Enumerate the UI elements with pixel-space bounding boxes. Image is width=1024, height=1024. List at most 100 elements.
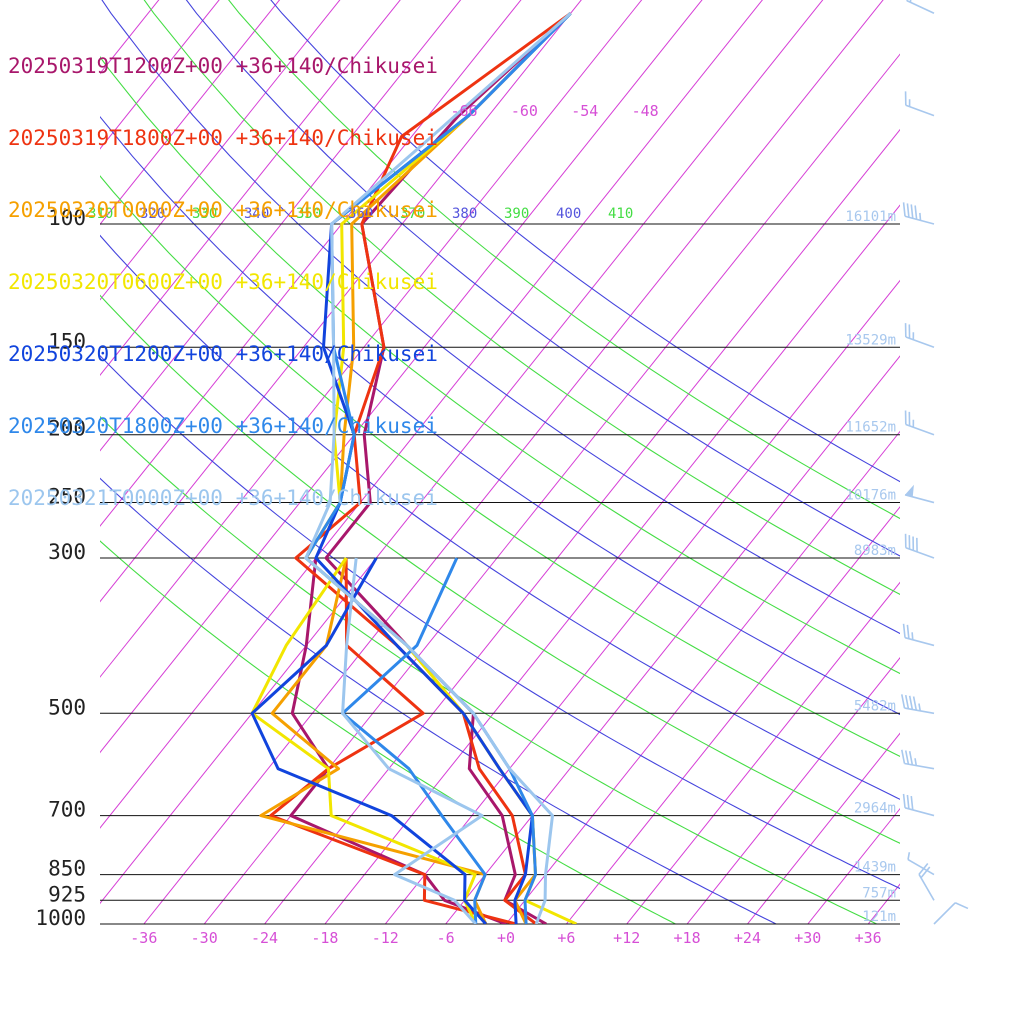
isotherm-line bbox=[929, 0, 1024, 924]
height-label: 5482m bbox=[854, 698, 896, 714]
dry-adiabat-line bbox=[100, 477, 778, 924]
height-label: 1439m bbox=[854, 860, 896, 876]
isotherm-line bbox=[626, 581, 900, 924]
isotherm-line bbox=[100, 0, 281, 226]
height-label: 16101m bbox=[845, 209, 896, 225]
wind-barb bbox=[918, 862, 935, 901]
wind-barb bbox=[933, 902, 969, 925]
height-label: 2964m bbox=[854, 801, 896, 817]
temperature-profile-1 bbox=[294, 12, 572, 924]
isotherm-line bbox=[686, 657, 900, 924]
dewpoint-profile-6 bbox=[341, 557, 484, 924]
temperature-tick-label: -18 bbox=[311, 929, 338, 947]
pressure-label: 700 bbox=[48, 798, 86, 822]
pressure-label: 500 bbox=[48, 695, 86, 719]
temperature-tick-label: +12 bbox=[613, 929, 640, 947]
wind-barb bbox=[904, 410, 935, 436]
pressure-label: 1000 bbox=[35, 906, 86, 930]
pressure-label: 250 bbox=[48, 485, 86, 509]
dry-adiabat-line bbox=[100, 175, 900, 757]
theta-label: 410 bbox=[608, 206, 633, 222]
legend-entry: 20250319T1200Z+00 +36+140/Chikusei bbox=[8, 54, 438, 78]
legend-entry: 20250320T1800Z+00 +36+140/Chikusei bbox=[8, 414, 438, 438]
pressure-label: 200 bbox=[48, 417, 86, 441]
wind-barb bbox=[907, 852, 935, 876]
isobars bbox=[100, 223, 900, 925]
upper-temperature-label: -66 bbox=[450, 102, 477, 120]
theta-label: 330 bbox=[192, 206, 217, 222]
wind-barb bbox=[901, 749, 935, 770]
dry-adiabat-line bbox=[100, 115, 900, 716]
theta-label: 310 bbox=[88, 206, 113, 222]
dry-adiabat-line bbox=[100, 354, 900, 890]
upper-temperature-label: -54 bbox=[571, 102, 598, 120]
upper-temperature-label: -60 bbox=[511, 102, 538, 120]
upper-temperature-label: -48 bbox=[632, 102, 659, 120]
wind-barb bbox=[906, 0, 935, 15]
theta-label: 400 bbox=[556, 206, 581, 222]
dry-adiabat-line bbox=[228, 0, 900, 520]
legend-entry: 20250321T0000Z+00 +36+140/Chikusei bbox=[8, 486, 438, 510]
temperature-tick-label: +24 bbox=[734, 929, 761, 947]
dewpoint-profile-3 bbox=[250, 557, 478, 924]
isotherm-line bbox=[807, 807, 900, 924]
dry-adiabat-line bbox=[100, 234, 900, 800]
height-label: 121m bbox=[862, 909, 896, 925]
legend-entry: 20250320T0000Z+00 +36+140/Chikusei bbox=[8, 198, 438, 222]
height-label: 757m bbox=[862, 885, 896, 901]
theta-label: 380 bbox=[452, 206, 477, 222]
temperature-tick-label: -6 bbox=[437, 929, 455, 947]
dry-adiabat-line bbox=[143, 0, 900, 595]
dewpoint-profile-0 bbox=[289, 557, 507, 924]
legend-entry: 20250320T1200Z+00 +36+140/Chikusei bbox=[8, 342, 438, 366]
temperature-tick-label: -30 bbox=[191, 929, 218, 947]
wind-barb bbox=[904, 533, 935, 559]
temperature-tick-label: +6 bbox=[557, 929, 575, 947]
height-label: 11652m bbox=[845, 420, 896, 436]
isotherm-line bbox=[747, 732, 900, 924]
legend-entry: 20250320T0600Z+00 +36+140/Chikusei bbox=[8, 270, 438, 294]
dry-adiabat-line bbox=[101, 0, 900, 635]
dry-adiabat-line bbox=[100, 540, 677, 924]
wind-barb bbox=[902, 623, 935, 647]
temperature-tick-label: -12 bbox=[372, 929, 399, 947]
dry-adiabat-line bbox=[270, 0, 900, 483]
temperature-tick-label: +18 bbox=[674, 929, 701, 947]
theta-label: 340 bbox=[244, 206, 269, 222]
temperature-tick-label: -36 bbox=[130, 929, 157, 947]
pressure-label: 925 bbox=[48, 882, 86, 906]
isotherm-line bbox=[100, 0, 220, 150]
wind-barb bbox=[904, 91, 935, 117]
isotherm-line bbox=[100, 0, 401, 377]
dry-adiabat-line bbox=[185, 0, 900, 557]
dry-adiabat-line bbox=[100, 56, 900, 675]
wind-barb bbox=[904, 323, 935, 349]
isotherm-line bbox=[867, 883, 900, 924]
legend-entry: 20250319T1800Z+00 +36+140/Chikusei bbox=[8, 126, 438, 150]
isotherm-line bbox=[100, 0, 341, 301]
temperature-tick-label: +30 bbox=[794, 929, 821, 947]
temperature-tick-label: -24 bbox=[251, 929, 278, 947]
dewpoint-profile-5 bbox=[341, 557, 487, 924]
temperature-profile-6 bbox=[304, 12, 572, 924]
theta-label: 370 bbox=[400, 206, 425, 222]
wind-barb bbox=[904, 484, 935, 504]
height-label: 10176m bbox=[845, 488, 896, 504]
temperature-tick-label: +36 bbox=[855, 929, 882, 947]
isotherm-line bbox=[565, 506, 900, 924]
dry-adiabat-line bbox=[100, 294, 900, 844]
pressure-label: 850 bbox=[48, 857, 86, 881]
wind-barb bbox=[902, 202, 935, 225]
pressure-label: 100 bbox=[48, 206, 86, 230]
temperature-tick-label: +0 bbox=[497, 929, 515, 947]
dry-adiabat-line bbox=[100, 415, 879, 924]
dewpoint-profile-4 bbox=[250, 557, 488, 924]
theta-label: 360 bbox=[348, 206, 373, 222]
height-label: 8983m bbox=[854, 543, 896, 559]
legend: 20250319T1200Z+00 +36+140/Chikusei 20250… bbox=[8, 6, 438, 534]
sounding-profiles bbox=[250, 12, 578, 924]
theta-label: 320 bbox=[140, 206, 165, 222]
wind-barb bbox=[902, 793, 935, 817]
